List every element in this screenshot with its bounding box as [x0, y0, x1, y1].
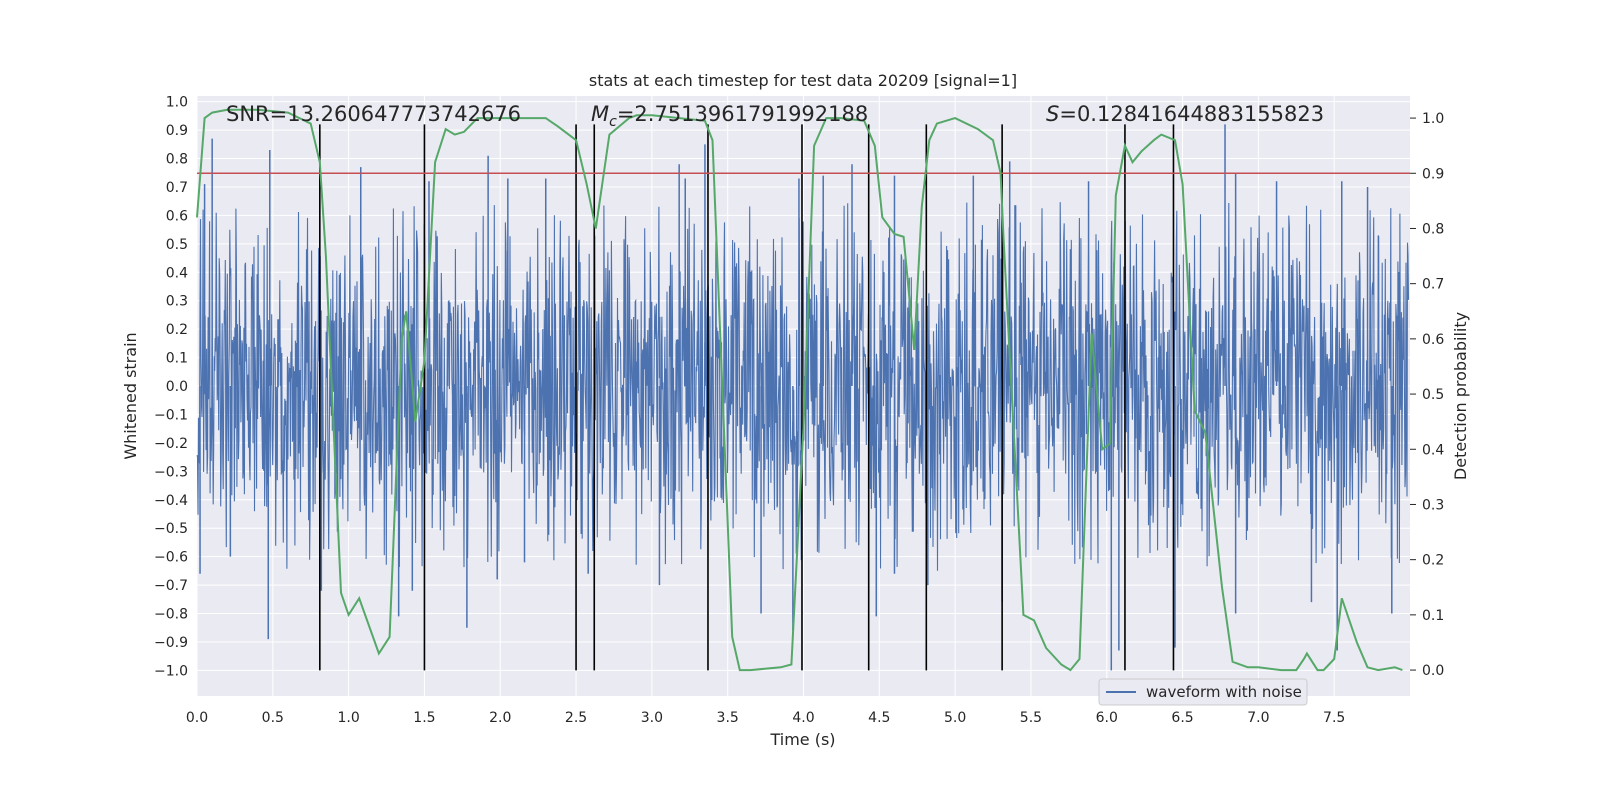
- snr-annotation: SNR=13.260647773742676: [226, 102, 521, 126]
- x-tick-label: 3.5: [717, 710, 739, 726]
- chart-title: stats at each timestep for test data 202…: [589, 71, 1017, 90]
- noise-waveform: [196, 124, 1410, 671]
- y-tick-label: −0.9: [154, 635, 188, 651]
- y2-tick-label: 0.5: [1422, 387, 1444, 403]
- y2-tick-label: 0.2: [1422, 553, 1444, 569]
- probability-line-group: [196, 108, 1410, 672]
- y-tick-label: 0.8: [166, 152, 188, 168]
- x-tick-label: 7.0: [1247, 710, 1269, 726]
- x-tick-label: 0.5: [262, 710, 284, 726]
- legend: waveform with noise: [1098, 678, 1308, 706]
- y-tick-label: −0.4: [154, 493, 188, 509]
- y-tick-label: 0.9: [166, 123, 188, 139]
- x-tick-labels: 0.0 0.5 1.0 1.5 2.0 2.5 3.0 3.5 4.0 4.5 5.0 5.5 6.0 6…: [186, 710, 1345, 726]
- chirp-mass-value: =2.7513961791992188: [617, 102, 868, 126]
- y-tick-label: −0.5: [154, 521, 188, 537]
- x-tick-label: 1.5: [413, 710, 435, 726]
- s-value: =0.12841644883155823: [1059, 102, 1324, 126]
- y2-tick-label: 0.8: [1422, 221, 1444, 237]
- y-tick-label: −0.2: [154, 436, 188, 452]
- legend-label: waveform with noise: [1146, 683, 1302, 701]
- y-tick-label: 0.1: [166, 351, 188, 367]
- x-tick-label: 4.5: [868, 710, 890, 726]
- probability-line: [196, 108, 1403, 672]
- x-tick-label: 1.0: [337, 710, 359, 726]
- y-tick-label: 1.0: [166, 95, 188, 111]
- y-tick-label: 0.0: [166, 379, 188, 395]
- chirp-mass-annotation: Mc=2.7513961791992188: [591, 102, 868, 130]
- y-tick-label: −0.3: [154, 464, 188, 480]
- y-tick-label: 0.2: [166, 322, 188, 338]
- x-tick-label: 2.5: [565, 710, 587, 726]
- x-tick-label: 5.0: [944, 710, 966, 726]
- y2-axis-label: Detection probability: [1451, 312, 1470, 480]
- x-axis-label: Time (s): [769, 730, 835, 749]
- y-tick-label: −1.0: [154, 663, 188, 679]
- y-tick-label: 0.4: [166, 265, 188, 281]
- y-tick-label: −0.7: [154, 578, 188, 594]
- y-axis-label: Whitened strain: [121, 332, 140, 459]
- y-tick-label: 0.7: [166, 180, 188, 196]
- y2-tick-label: 0.0: [1422, 663, 1444, 679]
- y2-tick-label: 0.1: [1422, 608, 1444, 624]
- x-tick-label: 4.0: [792, 710, 814, 726]
- x-tick-label: 2.0: [489, 710, 511, 726]
- y2-tick-label: 0.6: [1422, 332, 1444, 348]
- y2-tick-labels: 1.0 0.9 0.8 0.7 0.6 0.5 0.4 0.3 0.2 0.1 0.0: [1410, 111, 1444, 679]
- x-tick-label: 6.0: [1096, 710, 1118, 726]
- y2-tick-label: 0.4: [1422, 442, 1444, 458]
- x-tick-label: 6.5: [1171, 710, 1193, 726]
- y-tick-labels: 1.0 0.9 0.8 0.7 0.6 0.5 0.4 0.3 0.2 0.1 0.0 −0.1 −0.…: [154, 95, 188, 680]
- y-tick-label: 0.3: [166, 294, 188, 310]
- x-tick-label: 0.0: [186, 710, 208, 726]
- y2-tick-label: 0.3: [1422, 497, 1444, 513]
- y-tick-label: 0.6: [166, 208, 188, 224]
- y-tick-label: −0.8: [154, 607, 188, 623]
- s-annotation: S=0.12841644883155823: [1046, 102, 1324, 126]
- x-tick-label: 7.5: [1323, 710, 1345, 726]
- y-tick-label: −0.1: [154, 407, 188, 423]
- legend-box: [1098, 678, 1308, 706]
- y-tick-label: −0.6: [154, 550, 188, 566]
- y2-tick-label: 1.0: [1422, 111, 1444, 127]
- y2-tick-label: 0.9: [1422, 166, 1444, 182]
- y2-tick-label: 0.7: [1422, 277, 1444, 293]
- x-tick-label: 5.5: [1020, 710, 1042, 726]
- y-tick-label: 0.5: [166, 237, 188, 253]
- x-tick-label: 3.0: [641, 710, 663, 726]
